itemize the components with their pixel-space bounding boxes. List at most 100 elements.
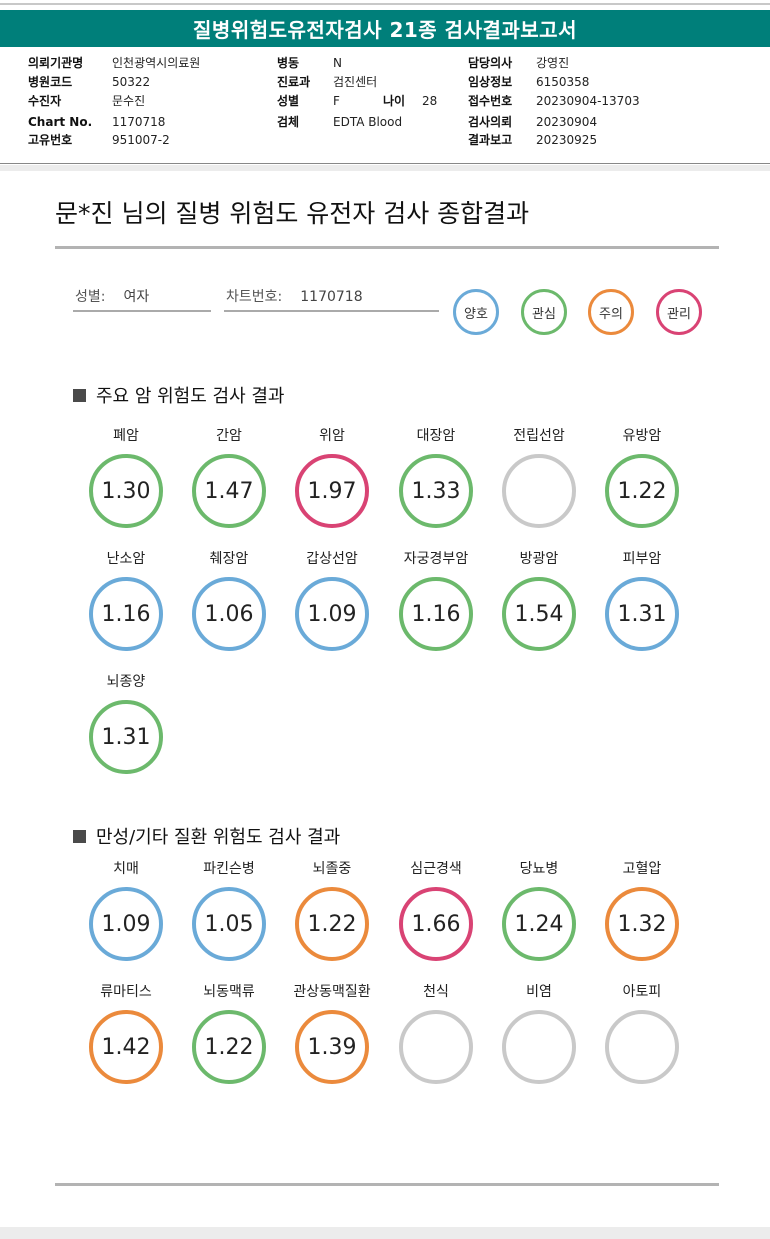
risk-item-name: 췌장암 xyxy=(209,551,249,567)
risk-item-name: 천식 xyxy=(423,984,449,1000)
chart-number-label: 차트번호: xyxy=(226,289,283,305)
risk-score-ring: 1.06 xyxy=(192,577,266,651)
title-divider xyxy=(55,246,719,249)
gender-label: 성별: xyxy=(75,289,106,305)
risk-item-name: 류마티스 xyxy=(100,984,152,1000)
top-divider xyxy=(0,3,770,5)
risk-item-name: 비염 xyxy=(526,984,552,1000)
info-value: 20230925 xyxy=(536,133,598,147)
report-title: 질병위험도유전자검사 21종 검사결과보고서 xyxy=(0,10,770,47)
legend-item: 관심 xyxy=(521,289,567,335)
info-label: 결과보고 xyxy=(468,133,513,147)
bottom-divider xyxy=(55,1183,719,1186)
risk-score-ring: 1.42 xyxy=(89,1010,163,1084)
info-value: EDTA Blood xyxy=(333,115,403,129)
risk-item-name: 뇌동맥류 xyxy=(203,984,255,1000)
risk-item-name: 갑상선암 xyxy=(306,551,358,567)
chart-number-field: 차트번호: 1170718 xyxy=(224,286,439,312)
risk-score-ring xyxy=(605,1010,679,1084)
risk-score-ring: 1.31 xyxy=(89,700,163,774)
risk-item-name: 관상동맥질환 xyxy=(293,984,371,1000)
section-title: 만성/기타 질환 위험도 검사 결과 xyxy=(73,823,340,849)
summary-title: 문*진 님의 질병 위험도 유전자 검사 종합결과 xyxy=(55,199,530,228)
risk-score-ring: 1.32 xyxy=(605,887,679,961)
info-label: Chart No. xyxy=(28,115,93,129)
info-value: 검진센터 xyxy=(333,75,378,89)
info-label: 검사의뢰 xyxy=(468,115,513,129)
risk-item-name: 뇌졸중 xyxy=(312,861,352,877)
risk-score-ring: 1.33 xyxy=(399,454,473,528)
risk-item-name: 아토피 xyxy=(622,984,662,1000)
risk-score-ring: 1.05 xyxy=(192,887,266,961)
info-value: 1170718 xyxy=(112,115,166,129)
risk-item-name: 방광암 xyxy=(519,551,559,567)
chart-number-value: 1170718 xyxy=(300,289,363,305)
info-value: F xyxy=(333,94,340,108)
risk-score-ring: 1.16 xyxy=(399,577,473,651)
gender-value: 여자 xyxy=(123,289,150,305)
info-value: 20230904 xyxy=(536,115,598,129)
risk-item-name: 유방암 xyxy=(622,428,662,444)
risk-score-ring: 1.09 xyxy=(295,577,369,651)
risk-item-name: 피부암 xyxy=(622,551,662,567)
risk-score-ring: 1.16 xyxy=(89,577,163,651)
risk-score-ring: 1.22 xyxy=(192,1010,266,1084)
info-value: 6150358 xyxy=(536,75,590,89)
info-label: 담당의사 xyxy=(468,56,513,70)
info-label: 나이 xyxy=(383,94,406,108)
section-title-text: 주요 암 위험도 검사 결과 xyxy=(96,386,285,407)
risk-item-name: 대장암 xyxy=(416,428,456,444)
risk-item-name: 치매 xyxy=(113,861,139,877)
section-gap xyxy=(0,165,770,171)
risk-item-name: 뇌종양 xyxy=(106,674,146,690)
risk-score-ring: 1.97 xyxy=(295,454,369,528)
risk-score-ring: 1.24 xyxy=(502,887,576,961)
info-value: 20230904-13703 xyxy=(536,94,640,108)
square-bullet-icon xyxy=(73,829,86,843)
risk-item-name: 심근경색 xyxy=(410,861,462,877)
info-label: 고유번호 xyxy=(28,133,73,147)
info-value: 강영진 xyxy=(536,56,570,70)
risk-score-ring: 1.30 xyxy=(89,454,163,528)
risk-score-ring xyxy=(399,1010,473,1084)
info-value: N xyxy=(333,56,342,70)
risk-score-ring xyxy=(502,1010,576,1084)
risk-item-name: 고혈압 xyxy=(622,861,662,877)
info-label: 임상정보 xyxy=(468,75,513,89)
info-label: 접수번호 xyxy=(468,94,513,108)
info-label: 검체 xyxy=(277,115,300,129)
info-label: 진료과 xyxy=(277,75,311,89)
info-label: 수진자 xyxy=(28,94,62,108)
risk-item-name: 간암 xyxy=(216,428,242,444)
legend-item: 주의 xyxy=(588,289,634,335)
risk-item-name: 폐암 xyxy=(113,428,139,444)
page-footer-band xyxy=(0,1227,770,1239)
risk-score-ring: 1.47 xyxy=(192,454,266,528)
info-value: 951007-2 xyxy=(112,133,170,147)
risk-item-name: 당뇨병 xyxy=(519,861,559,877)
info-value: 28 xyxy=(422,94,438,108)
section-title-text: 만성/기타 질환 위험도 검사 결과 xyxy=(96,827,341,848)
section-title: 주요 암 위험도 검사 결과 xyxy=(73,382,285,408)
legend-item: 양호 xyxy=(453,289,499,335)
risk-item-name: 위암 xyxy=(319,428,345,444)
risk-item-name: 난소암 xyxy=(106,551,146,567)
info-label: 성별 xyxy=(277,94,300,108)
risk-score-ring: 1.31 xyxy=(605,577,679,651)
risk-item-name: 자궁경부암 xyxy=(403,551,469,567)
risk-score-ring: 1.39 xyxy=(295,1010,369,1084)
risk-score-ring: 1.54 xyxy=(502,577,576,651)
info-label: 병동 xyxy=(277,56,300,70)
risk-score-ring: 1.22 xyxy=(605,454,679,528)
header-info-panel: 의뢰기관명 인천광역시의료원 병원코드 50322 수진자 문수진 Chart No. 117… xyxy=(0,47,770,164)
risk-score-ring: 1.09 xyxy=(89,887,163,961)
risk-item-name: 전립선암 xyxy=(513,428,565,444)
risk-score-ring: 1.66 xyxy=(399,887,473,961)
info-value: 50322 xyxy=(112,75,151,89)
info-value: 인천광역시의료원 xyxy=(112,56,201,70)
info-label: 병원코드 xyxy=(28,75,73,89)
risk-score-ring: 1.22 xyxy=(295,887,369,961)
gender-field: 성별: 여자 xyxy=(73,286,211,312)
risk-score-ring xyxy=(502,454,576,528)
square-bullet-icon xyxy=(73,388,86,402)
